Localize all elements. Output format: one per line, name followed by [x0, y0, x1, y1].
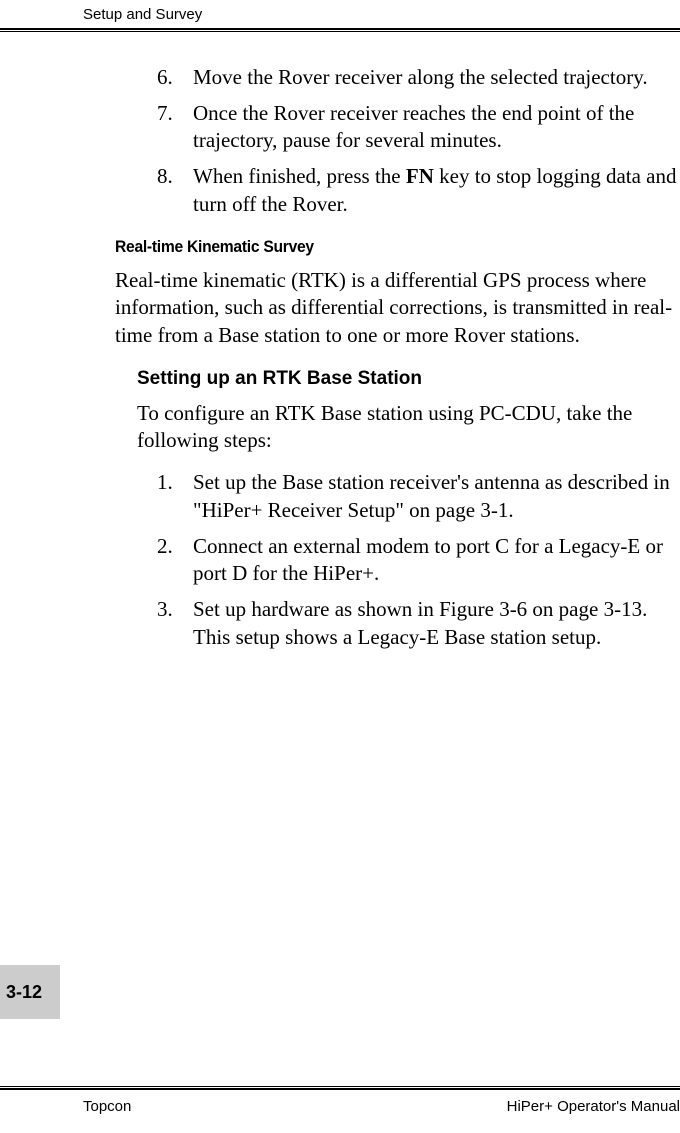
list-number: 7.: [157, 100, 173, 128]
list-text: Once the Rover receiver reaches the end …: [193, 101, 634, 153]
list-number: 2.: [157, 533, 173, 561]
subsection-heading: Setting up an RTK Base Station: [137, 368, 680, 390]
section-heading: Real-time Kinematic Survey: [115, 237, 635, 257]
list-text-pre: When finished, press the: [193, 164, 406, 188]
subsection-list: 1. Set up the Base station receiver's an…: [157, 469, 680, 651]
document-page: Setup and Survey 6. Move the Rover recei…: [0, 0, 680, 1133]
list-number: 1.: [157, 469, 173, 497]
footer-right: HiPer+ Operator's Manual: [507, 1098, 680, 1115]
list-text: Connect an external modem to port C for …: [193, 534, 663, 586]
list-number: 8.: [157, 163, 173, 191]
page-header: Setup and Survey: [83, 6, 202, 23]
list-text: Move the Rover receiver along the select…: [193, 65, 648, 89]
list-number: 6.: [157, 64, 173, 92]
footer-rule: [0, 1086, 680, 1090]
page-number-tab: 3-12: [0, 965, 60, 1019]
subsection-intro: To configure an RTK Base station using P…: [137, 400, 680, 455]
section-paragraph: Real-time kinematic (RTK) is a different…: [115, 267, 680, 350]
list-item: 8. When finished, press the FN key to st…: [157, 163, 680, 218]
page-body: 6. Move the Rover receiver along the sel…: [115, 64, 680, 660]
list-item: 1. Set up the Base station receiver's an…: [157, 469, 680, 524]
list-item: 6. Move the Rover receiver along the sel…: [157, 64, 680, 92]
continuation-list: 6. Move the Rover receiver along the sel…: [157, 64, 680, 219]
list-text: Set up hardware as shown in Figure 3-6 o…: [193, 597, 647, 649]
list-item: 7. Once the Rover receiver reaches the e…: [157, 100, 680, 155]
list-text: Set up the Base station receiver's anten…: [193, 470, 670, 522]
header-rule: [0, 28, 680, 32]
list-number: 3.: [157, 596, 173, 624]
list-text-bold: FN: [406, 164, 434, 188]
list-item: 3. Set up hardware as shown in Figure 3-…: [157, 596, 680, 651]
list-item: 2. Connect an external modem to port C f…: [157, 533, 680, 588]
footer-left: Topcon: [83, 1098, 131, 1115]
